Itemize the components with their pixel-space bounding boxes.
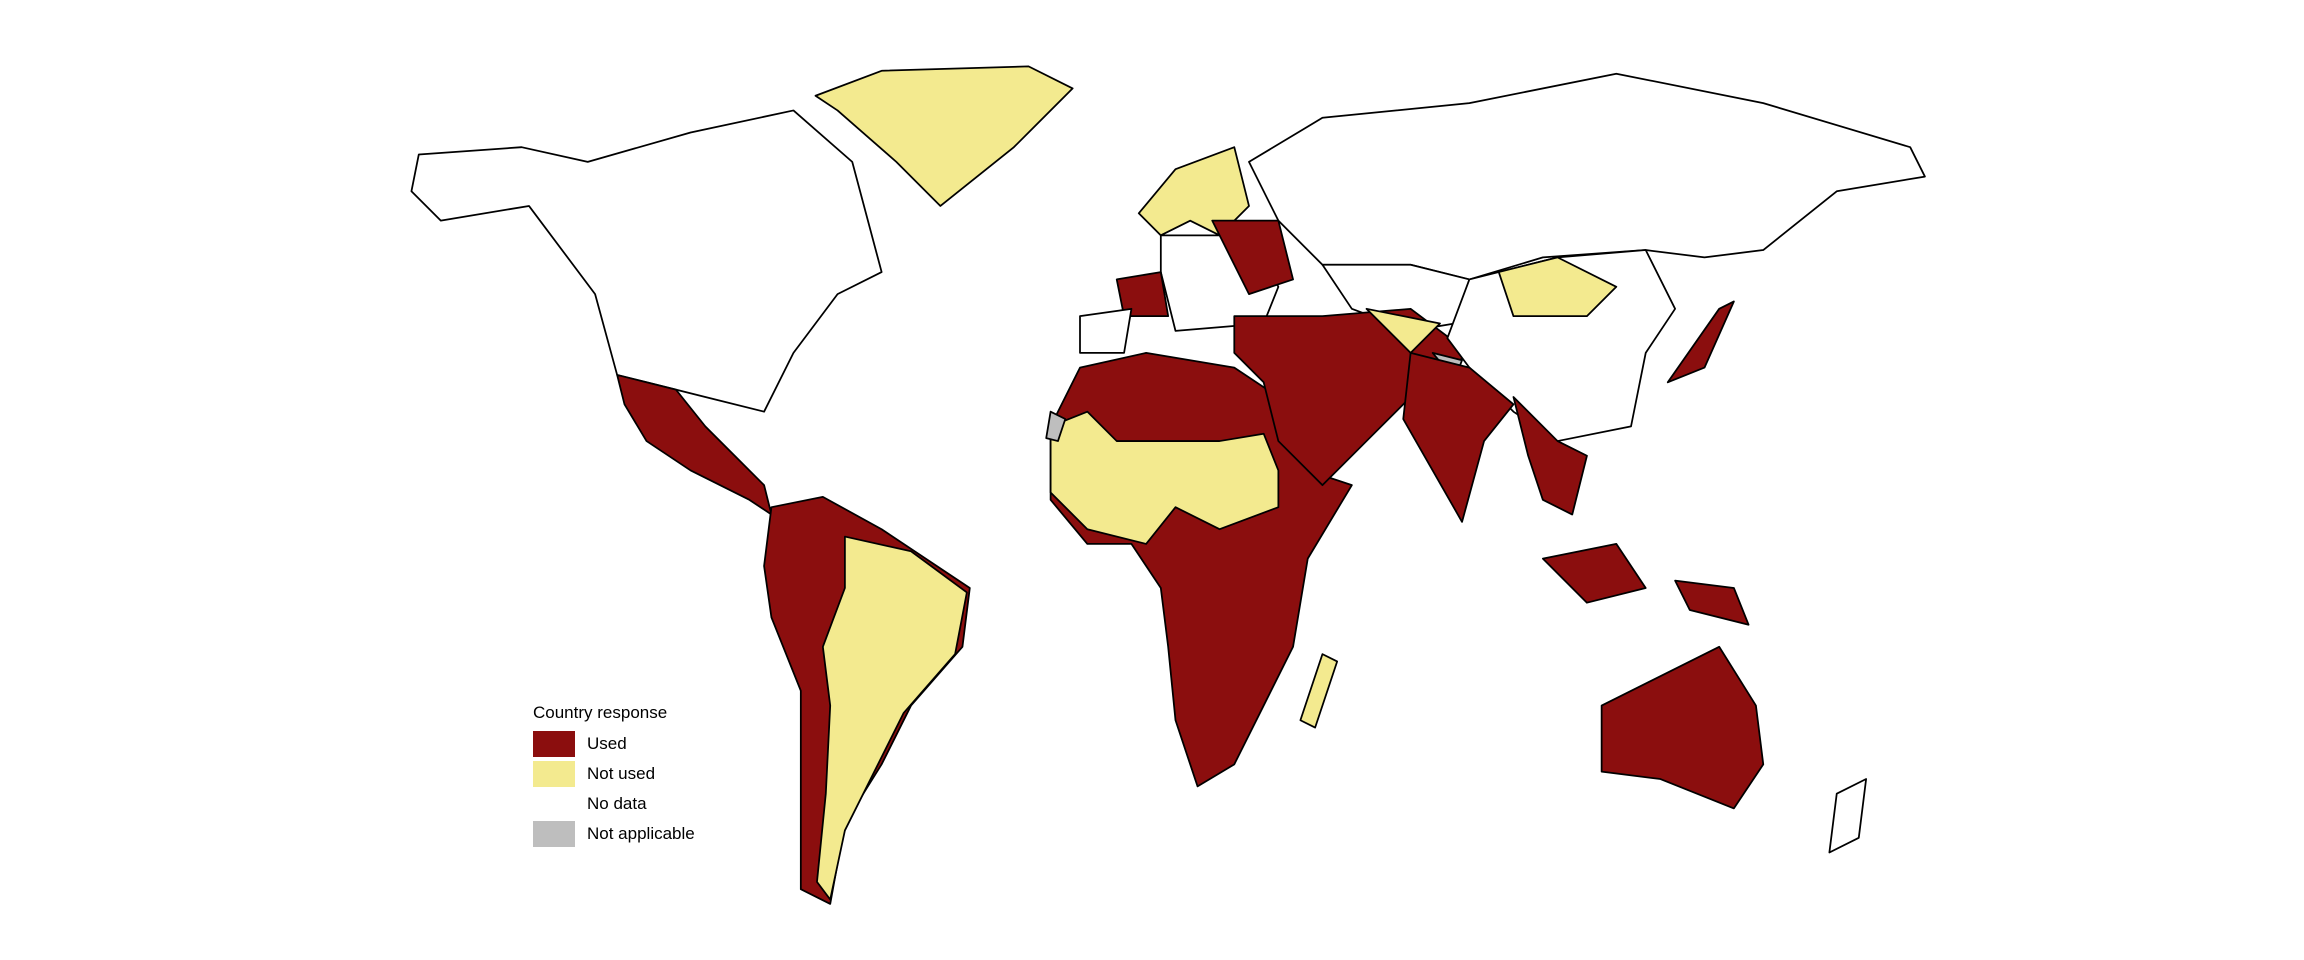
region-north-america xyxy=(410,109,883,413)
legend-swatch-used xyxy=(533,731,575,757)
legend-item-no-data: No data xyxy=(533,789,695,819)
region-papua xyxy=(1674,579,1750,626)
region-brazil-argentina xyxy=(816,535,968,901)
region-western-sahara xyxy=(1045,410,1067,442)
region-japan xyxy=(1666,300,1735,384)
legend-swatch-not-used xyxy=(533,761,575,787)
region-iberia xyxy=(1079,307,1133,354)
region-new-zealand xyxy=(1828,778,1868,854)
region-eastern-europe xyxy=(1211,219,1294,296)
legend-label: No data xyxy=(587,794,647,813)
legend-item-not-applicable: Not applicable xyxy=(533,819,695,849)
legend-label: Not applicable xyxy=(587,824,695,843)
legend-title: Country response xyxy=(533,703,668,722)
legend-swatch-no-data xyxy=(533,791,575,817)
region-mongolia xyxy=(1497,256,1618,318)
region-sahel xyxy=(1049,410,1280,545)
region-southeast-asia xyxy=(1512,396,1588,516)
region-china xyxy=(1446,249,1676,442)
legend-item-used: Used xyxy=(533,729,695,759)
region-australia xyxy=(1600,645,1765,810)
legend-swatch-not-applicable xyxy=(533,821,575,847)
region-madagascar xyxy=(1299,653,1339,729)
region-russia xyxy=(1248,72,1926,281)
legend-item-not-used: Not used xyxy=(533,759,695,789)
region-indonesia xyxy=(1541,543,1647,604)
legend-label: Not used xyxy=(587,764,656,783)
region-greenland xyxy=(814,65,1074,207)
legend: Country response Used Not used No data N… xyxy=(533,703,695,849)
region-central-asia xyxy=(1365,307,1441,354)
region-france xyxy=(1115,271,1170,318)
region-india xyxy=(1402,352,1515,523)
legend-label: Used xyxy=(587,734,627,753)
